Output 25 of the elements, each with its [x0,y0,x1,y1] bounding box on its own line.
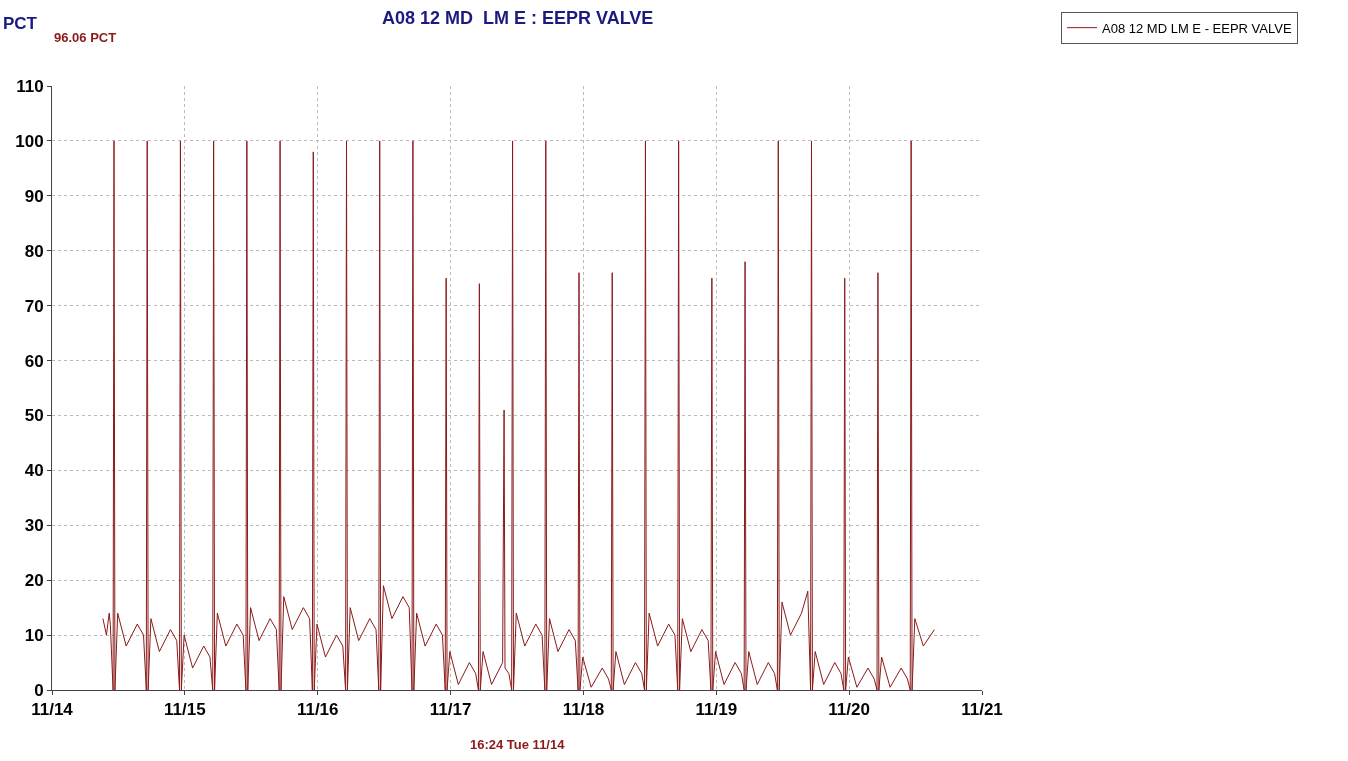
chart-title: A08 12 MD LM E : EEPR VALVE [381,8,654,29]
y-tick-label: 30 [24,516,44,536]
y-tick-label: 20 [24,571,44,591]
y-tick-label: 100 [15,131,44,151]
y-tick-label: 50 [24,406,44,426]
x-tick-label: 11/18 [562,700,605,720]
x-tick-label: 11/14 [31,700,74,720]
y-tick-label: 0 [34,680,44,700]
x-tick-label: 11/15 [164,700,206,720]
text: 96.06 PCT [54,30,117,45]
x-tick-label: 11/17 [429,700,472,720]
y-tick-label: 90 [24,186,44,206]
legend-label: A08 12 MD LM E - EEPR VALVE [1102,20,1292,36]
y-axis-title: PCT [3,14,38,33]
y-tick-label: 10 [24,626,44,646]
y-tick-label: 110 [16,76,44,96]
x-tick-label: 11/21 [961,700,1003,720]
y-tick-label: 60 [24,351,44,371]
x-tick-label: 11/16 [296,700,339,720]
x-tick-label: 11/20 [828,700,870,720]
y-tick-label: 40 [24,461,44,481]
y-tick-label: 80 [24,241,44,261]
text: 16:24 Tue 11/14 [470,737,566,752]
x-tick-label: 11/19 [695,700,738,720]
y-tick-label: 70 [24,296,44,316]
